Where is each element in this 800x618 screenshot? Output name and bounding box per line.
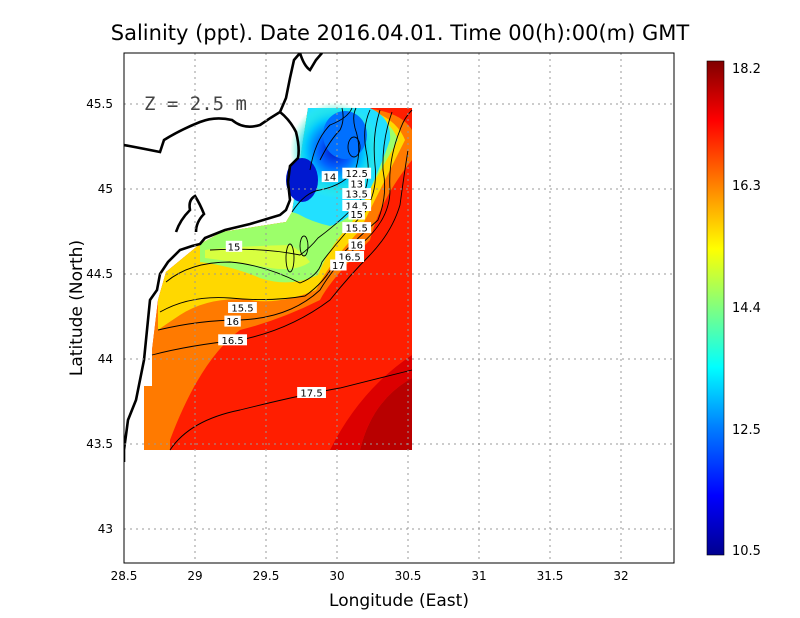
contour-17-5 [169, 369, 413, 451]
coastline-delta [124, 110, 300, 462]
field-darkred [360, 378, 412, 450]
contour-label: 16 [348, 239, 365, 252]
y-tick-label: 43.5 [86, 437, 113, 451]
y-tick-label: 43 [98, 522, 113, 536]
contour-label-text: 16 [350, 241, 363, 252]
contour-label: 17.5 [297, 387, 326, 400]
contour-label: 13.5 [342, 188, 372, 201]
x-tick-labels: 28.5 29 29.5 30 30.5 31 31.5 32 [111, 569, 629, 583]
contour-label-bg [348, 177, 365, 189]
x-tick-label: 29.5 [253, 569, 280, 583]
contour-label-text: 14 [324, 173, 337, 184]
contour-label: 16.5 [218, 334, 247, 347]
x-axis-label: Longitude (East) [329, 591, 469, 611]
contour-label: 14.5 [342, 200, 372, 213]
x-tick-label: 30 [329, 569, 344, 583]
colorbar-tick-labels: 10.5 12.5 14.4 16.3 18.2 [732, 62, 761, 559]
coastline-main [124, 53, 301, 154]
x-tick-label: 31 [471, 569, 486, 583]
contour-label-text: 16.5 [339, 253, 361, 264]
depth-annotation: Z = 2.5 m [144, 93, 247, 115]
contour-label-bg [321, 171, 339, 183]
contour-label-text: 16.5 [221, 336, 243, 347]
contour-label-bg [228, 302, 257, 313]
chart-title: Salinity (ppt). Date 2016.04.01. Time 00… [111, 21, 690, 45]
colorbar-tick-label: 16.3 [732, 179, 761, 194]
contour-label-text: 15.5 [231, 304, 253, 315]
contour-label-text: 13 [350, 179, 363, 190]
contour-label: 17 [330, 259, 347, 272]
x-tick-label: 29 [187, 569, 202, 583]
contour-label-bg [330, 259, 347, 271]
contour-label-bg [342, 222, 372, 234]
contour-label-bg [342, 167, 372, 179]
x-tick-label: 31.5 [537, 569, 564, 583]
contour-label: 15 [225, 240, 243, 253]
contour-label-text: 17.5 [300, 389, 322, 400]
contour-labels: 12.51313.51414.51515.51616.5171515.51616… [218, 167, 372, 400]
y-tick-labels: 43 43.5 44 44.5 45 45.5 [86, 97, 113, 536]
y-tick-label: 44 [98, 352, 113, 366]
contour-label: 15.5 [228, 302, 257, 315]
contour-label: 14 [321, 171, 339, 184]
plot-border [123, 52, 675, 564]
contour-label-bg [335, 251, 365, 262]
x-tick-label: 28.5 [111, 569, 138, 583]
coastline [124, 53, 323, 462]
colorbar-tick-label: 12.5 [732, 423, 761, 438]
field-blue-core-3 [323, 111, 367, 159]
contour-label-text: 12.5 [346, 169, 368, 180]
y-axis-label: Latitude (North) [67, 240, 87, 376]
contour-label: 12.5 [342, 167, 372, 180]
contour-label-bg [297, 387, 326, 398]
coastline-lagoon [174, 194, 206, 233]
contour-label-text: 15.5 [346, 224, 368, 235]
contour-label-text: 14.5 [346, 202, 368, 213]
contour-label: 16.5 [335, 251, 365, 264]
contour-12-5 [319, 107, 344, 161]
contour-13 [309, 107, 353, 171]
contour-label-text: 15 [228, 242, 241, 253]
contour-15 [165, 109, 381, 284]
contour-label: 15.5 [342, 222, 372, 235]
contour-label-text: 15 [350, 210, 363, 221]
colorbar-tick-label: 18.2 [732, 62, 761, 77]
contour-label-bg [348, 239, 365, 251]
field-darkred-2 [330, 355, 412, 450]
contour-label: 13 [348, 177, 365, 190]
x-tick-label: 30.5 [395, 569, 422, 583]
colorbar [706, 60, 725, 556]
grid [124, 53, 674, 563]
contour-label: 16 [224, 315, 241, 328]
contour-loop-3 [347, 136, 361, 158]
x-tick-label: 32 [613, 569, 628, 583]
coastline-north [298, 53, 323, 72]
contour-label-bg [342, 188, 372, 200]
contour-label-bg [348, 208, 365, 220]
contour-label-text: 16 [226, 317, 239, 328]
contour-loop-2 [299, 235, 309, 257]
contour-label-bg [225, 240, 243, 252]
contour-label-text: 17 [332, 261, 345, 272]
contour-label-bg [218, 334, 247, 346]
colorbar-tick-label: 10.5 [732, 544, 761, 559]
y-tick-label: 45.5 [86, 97, 113, 111]
y-tick-label: 45 [98, 182, 113, 196]
contour-label-bg [224, 315, 241, 327]
contour-label-bg [342, 200, 372, 211]
y-tick-label: 44.5 [86, 267, 113, 281]
colorbar-tick-label: 14.4 [732, 301, 761, 316]
contour-label-text: 13.5 [346, 190, 368, 201]
land-mask [124, 380, 144, 450]
contour-label: 15 [348, 208, 365, 221]
contour-loop-1 [285, 243, 295, 273]
